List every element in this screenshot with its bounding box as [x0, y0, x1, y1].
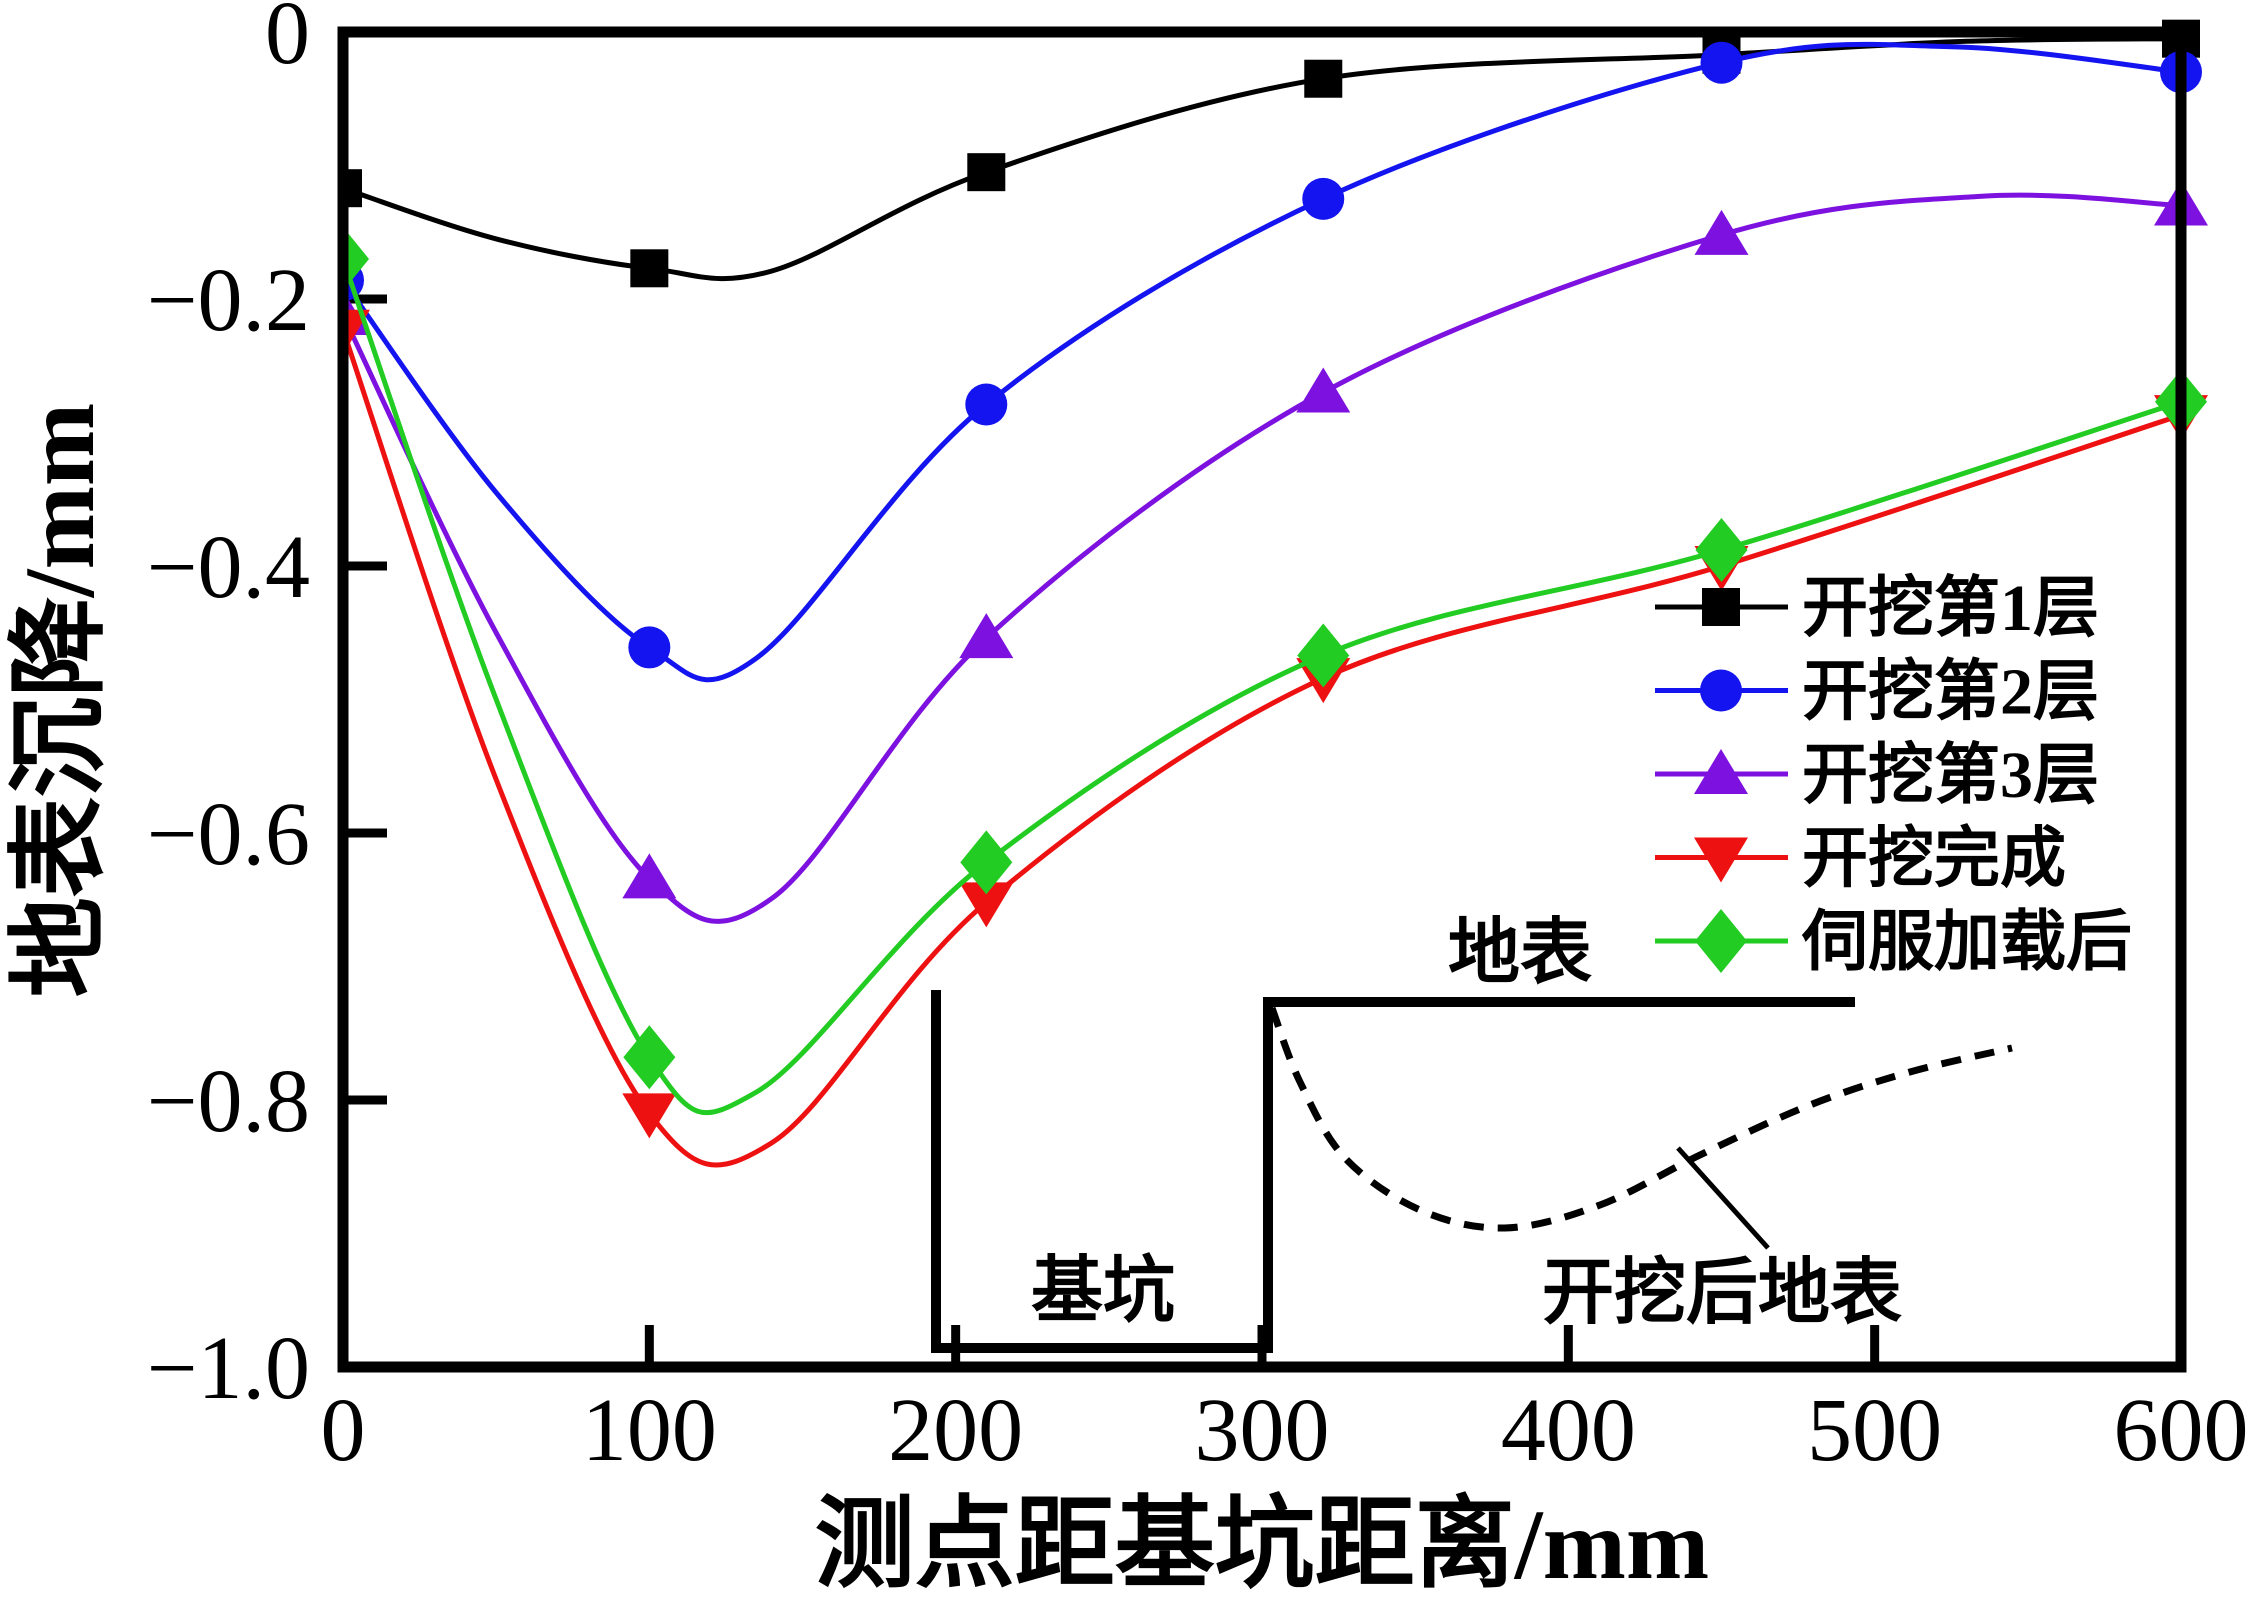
- data-point-marker: [623, 1025, 676, 1090]
- excavated-surface-label: 开挖后地表: [1542, 1253, 1902, 1333]
- data-point-marker: [628, 626, 671, 669]
- legend-marker: [1694, 749, 1748, 794]
- data-point-marker: [1297, 623, 1350, 688]
- plot-border: [337, 26, 2187, 1373]
- legend-label: 开挖完成: [1802, 823, 2066, 896]
- x-tick-labels: 0 100 200 300 400 500 600: [321, 1381, 2249, 1480]
- legend-item: 开挖第2层: [1655, 656, 2099, 729]
- x-tick-label: 300: [1195, 1381, 1330, 1480]
- series-line-开挖第3层: [343, 192, 2182, 924]
- x-tick-label: 500: [1807, 1381, 1942, 1480]
- legend-label: 开挖第3层: [1802, 739, 2099, 812]
- data-point-marker: [965, 383, 1008, 426]
- legend-item: 开挖第1层: [1655, 572, 2099, 645]
- x-tick-label: 400: [1501, 1381, 1636, 1480]
- pit-outline: [931, 990, 1855, 1353]
- ground-surface-label: 地表: [1448, 913, 1592, 993]
- legend-item: 开挖第3层: [1655, 739, 2099, 812]
- data-point-marker: [967, 153, 1006, 192]
- data-point-marker: [1296, 367, 1351, 413]
- legend-item: 伺服加载后: [1655, 906, 2132, 979]
- y-tick-label: −0.6: [147, 785, 310, 884]
- y-tick-label: −0.8: [147, 1052, 310, 1151]
- data-point-marker: [1695, 517, 1748, 582]
- legend-marker: [1694, 837, 1748, 883]
- data-point-marker: [1302, 177, 1345, 220]
- legend-marker: [1695, 909, 1747, 973]
- series-line-开挖第1层: [343, 36, 2182, 282]
- x-tick-label: 200: [888, 1381, 1023, 1480]
- y-tick-label: −1.0: [147, 1319, 310, 1418]
- data-point-marker: [622, 853, 677, 899]
- data-point-marker: [622, 1093, 677, 1139]
- x-tick-label: 600: [2114, 1381, 2249, 1480]
- data-point-marker: [1694, 209, 1749, 255]
- x-tick-label: 100: [582, 1381, 717, 1480]
- x-axis-title: 测点距基坑距离/mm: [814, 1489, 1710, 1600]
- series-group: [343, 19, 2208, 1168]
- y-tick-label: −0.2: [147, 251, 310, 350]
- axis-ticks: [343, 294, 1880, 1367]
- legend-item: 开挖完成: [1655, 823, 2066, 896]
- data-point-marker: [959, 882, 1014, 928]
- y-tick-label: −0.4: [147, 518, 310, 617]
- data-point-marker: [960, 830, 1013, 895]
- y-tick-labels: 0 −0.2 −0.4 −0.6 −0.8 −1.0: [147, 0, 310, 1418]
- data-point-marker: [630, 249, 669, 288]
- legend-label: 开挖第1层: [1802, 572, 2099, 645]
- data-point-marker: [1304, 59, 1343, 98]
- legend-label: 伺服加载后: [1801, 906, 2132, 979]
- x-tick-label: 0: [321, 1381, 366, 1480]
- pit-label: 基坑: [1031, 1251, 1175, 1331]
- legend-marker: [1702, 588, 1740, 626]
- excavated-surface-dashed-line: [1268, 1006, 2013, 1232]
- annotation-pointer-line: [1676, 1146, 1770, 1250]
- y-axis-title: 地表沉降/mm: [4, 402, 115, 998]
- legend-label: 开挖第2层: [1802, 656, 2099, 729]
- series-line-开挖第2层: [343, 41, 2182, 683]
- legend-marker: [1700, 669, 1742, 712]
- data-point-marker: [1700, 41, 1743, 84]
- data-point-marker: [343, 226, 369, 291]
- data-point-marker: [959, 613, 1014, 659]
- y-tick-label: 0: [265, 0, 310, 83]
